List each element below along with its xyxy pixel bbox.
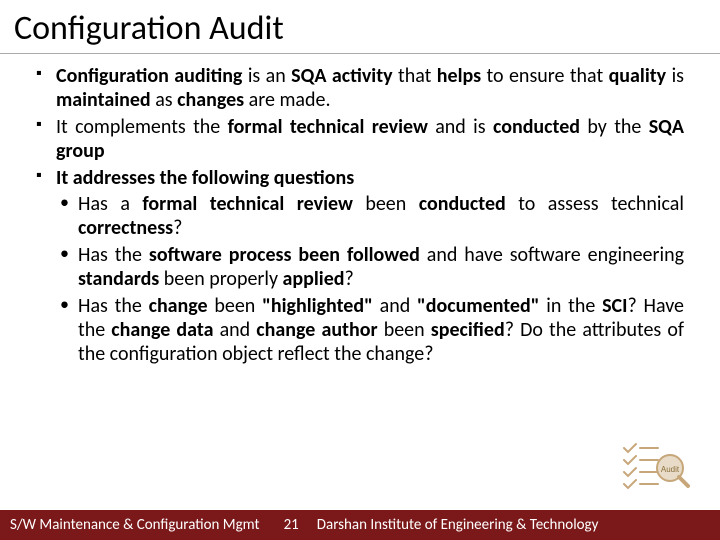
svg-text:Audit: Audit [661,465,680,474]
sub-bullet-list: Has a formal technical review been condu… [56,192,684,367]
sub-bullet-item: Has the software process been followed a… [56,243,684,292]
content-area: Configuration auditing is an SQA activit… [0,54,720,540]
slide-title: Configuration Audit [0,0,720,54]
footer-page-number: 21 [284,516,299,534]
footer-right: Darshan Institute of Engineering & Techn… [317,516,710,534]
audit-icon: Audit [620,440,690,500]
bullet-list: Configuration auditing is an SQA activit… [36,64,684,367]
sub-bullet-item: Has a formal technical review been condu… [56,192,684,241]
bullet-item: Configuration auditing is an SQA activit… [36,64,684,113]
checklist-magnifier-icon: Audit [620,440,690,500]
bullet-item: It complements the formal technical revi… [36,115,684,164]
sub-bullet-item: Has the change been "highlighted" and "d… [56,294,684,367]
slide: Configuration Audit Configuration auditi… [0,0,720,540]
bullet-item: It addresses the following questions Has… [36,166,684,367]
footer-left: S/W Maintenance & Configuration Mgmt [10,516,260,534]
footer-bar: S/W Maintenance & Configuration Mgmt 21 … [0,510,720,540]
